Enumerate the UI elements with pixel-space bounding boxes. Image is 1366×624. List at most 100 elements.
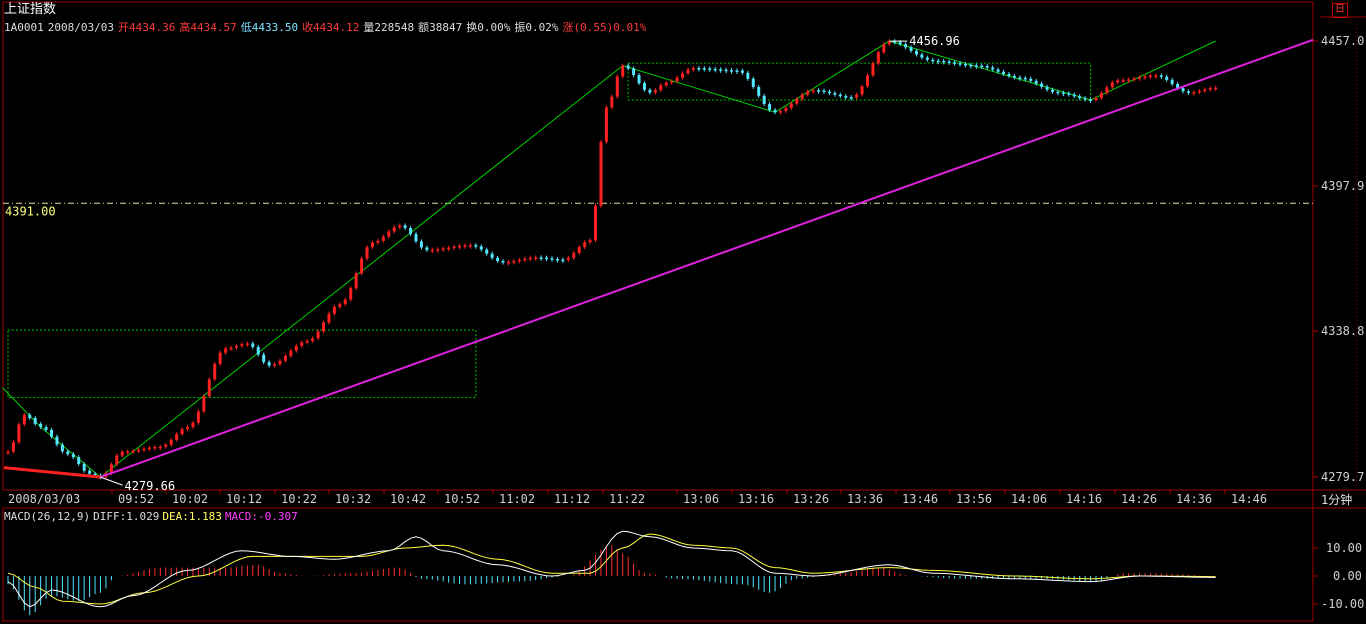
candle-body [1214, 87, 1218, 90]
candle-body [289, 350, 293, 356]
candle-body [169, 439, 173, 445]
zigzag-segment-6 [1090, 40, 1216, 101]
candle-body [947, 61, 951, 63]
candle-body [958, 63, 962, 65]
period-label[interactable]: 1分钟 [1321, 492, 1352, 507]
time-label-2: 10:12 [226, 492, 262, 506]
candle-body [670, 81, 674, 83]
candle-body [343, 299, 347, 305]
candle-body [403, 225, 407, 228]
candle-body [71, 454, 75, 458]
time-label-7: 11:02 [499, 492, 535, 506]
candle-body [414, 234, 418, 242]
stock-code: 1A0001 [4, 21, 44, 34]
candle-body [1029, 78, 1033, 81]
candle-body [588, 240, 592, 243]
candle-body [621, 65, 625, 77]
candle-body [991, 67, 995, 70]
candle-body [305, 341, 309, 343]
candle-body [953, 62, 957, 64]
candle-body [817, 90, 821, 92]
candle-body [93, 473, 97, 476]
candle-body [914, 50, 918, 55]
candle-body [751, 78, 755, 87]
quote-date: 2008/03/03 [47, 21, 114, 34]
candle-body [746, 72, 750, 79]
period-toggle-button[interactable]: 日 [1332, 3, 1348, 18]
candle-body [11, 442, 15, 452]
candle-body [1154, 75, 1158, 77]
candle-body [137, 449, 141, 452]
candle-body [1105, 87, 1109, 94]
candle-body [55, 436, 59, 445]
candle-body [180, 429, 184, 435]
candle-body [539, 257, 543, 259]
time-label-14: 13:46 [902, 492, 938, 506]
candle-body [207, 379, 211, 397]
candle-body [39, 423, 43, 428]
candle-body [490, 253, 494, 258]
candle-body [822, 90, 826, 93]
candle-body [566, 257, 570, 260]
candle-body [50, 429, 54, 437]
range-boxes [7, 62, 1092, 399]
candle-body [632, 68, 636, 76]
low-leader-line [100, 476, 123, 486]
price-label-top: 4457.0 [1321, 34, 1364, 48]
candle-body [441, 248, 445, 250]
candle-body [719, 69, 723, 71]
candle-body [33, 417, 37, 424]
candle-body [354, 273, 358, 289]
downtrend-segment [3, 466, 101, 479]
candle-body [419, 241, 423, 248]
candle-body [528, 257, 532, 260]
candle-body [920, 54, 924, 58]
time-label-9: 11:22 [609, 492, 645, 506]
candle-body [381, 236, 385, 241]
macd-diff-value: DIFF:1.029 [93, 510, 160, 523]
candle-body [496, 257, 500, 262]
quote-info-bar: 1A0001 2008/03/03 开4434.36 高4434.57 低4433.50… [4, 21, 650, 34]
amount: 额38847 [418, 21, 463, 34]
candle-body [876, 52, 880, 64]
time-label-4: 10:32 [335, 492, 371, 506]
time-label-8: 11:12 [554, 492, 590, 506]
candle-body [273, 364, 277, 366]
time-label-15: 13:56 [956, 492, 992, 506]
candle-body [686, 69, 690, 74]
volume: 量228548 [363, 21, 415, 34]
candles [6, 39, 1218, 480]
candle-body [474, 245, 478, 247]
time-label-5: 10:42 [390, 492, 426, 506]
price-label-3: 4338.8 [1321, 324, 1364, 338]
change: 涨(0.55)0.01% [562, 21, 647, 34]
dea-line [7, 533, 1216, 605]
candle-body [550, 258, 554, 260]
time-label-10: 13:06 [683, 492, 719, 506]
candle-body [648, 89, 652, 93]
time-label-13: 13:36 [847, 492, 883, 506]
candle-body [855, 94, 859, 98]
candle-body [327, 313, 331, 323]
candle-body [1034, 80, 1038, 84]
candle-body [1170, 79, 1174, 85]
close-price: 收4434.12 [302, 21, 360, 34]
candle-body [735, 70, 739, 72]
zigzag-segment-4 [774, 40, 890, 113]
candle-body [262, 354, 266, 363]
candle-body [109, 464, 113, 474]
candle-body [610, 96, 614, 108]
candle-body [506, 261, 510, 264]
candle-body [925, 57, 929, 60]
candle-body [963, 64, 967, 66]
candle-body [1012, 75, 1016, 78]
candle-body [985, 66, 989, 68]
candle-body [365, 247, 369, 259]
candle-body [604, 107, 608, 142]
candle-body [479, 246, 483, 250]
candle-body [866, 75, 870, 87]
candle-body [1192, 92, 1196, 94]
candle-body [88, 470, 92, 474]
candle-body [599, 141, 603, 206]
candle-body [1002, 71, 1006, 74]
